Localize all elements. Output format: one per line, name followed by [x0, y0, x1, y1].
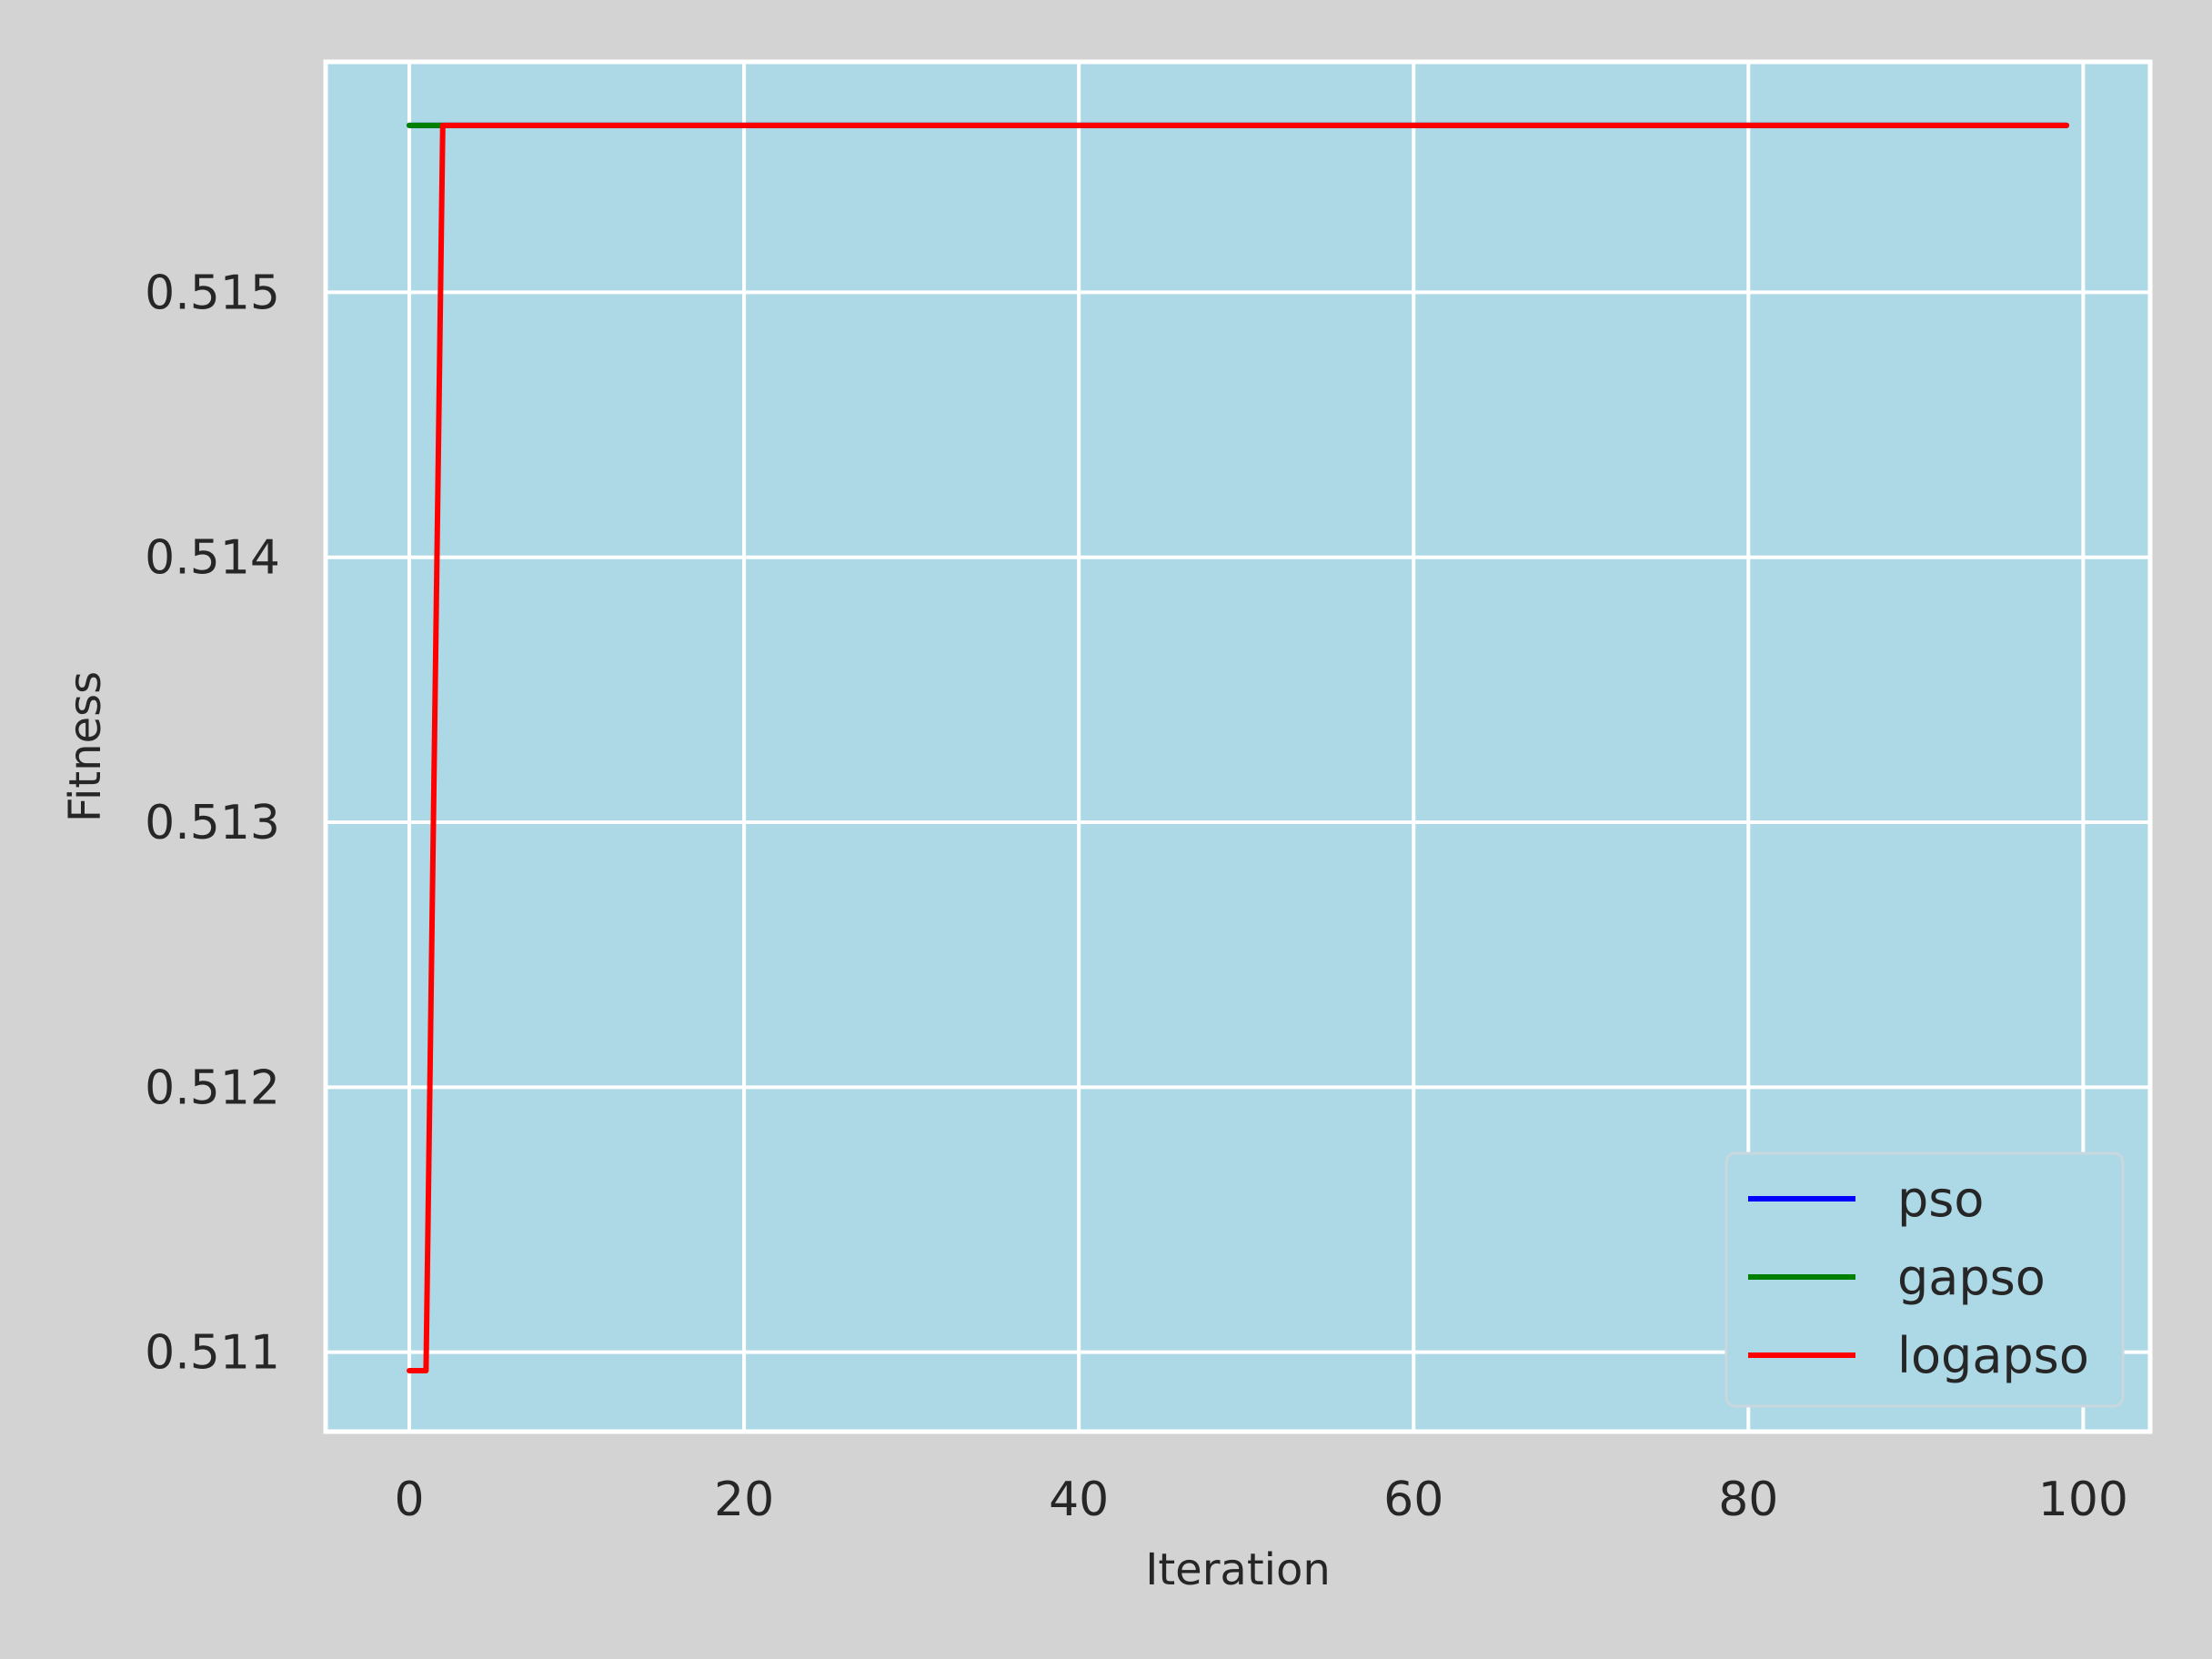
y-tick-label: 0.513 — [145, 796, 280, 850]
series-line-logapso — [407, 122, 2069, 1373]
y-tick-label: 0.512 — [145, 1061, 280, 1115]
y-tick-label: 0.511 — [145, 1326, 280, 1381]
y-axis-label: Fitness — [60, 671, 111, 822]
x-tick-label: 60 — [1383, 1473, 1443, 1527]
x-tick-label: 80 — [1718, 1473, 1778, 1527]
x-axis-label: Iteration — [1145, 1544, 1331, 1595]
x-tick-label: 40 — [1049, 1473, 1109, 1527]
x-tick-label: 100 — [2038, 1473, 2128, 1527]
x-tick-label: 20 — [714, 1473, 774, 1527]
y-tick-label: 0.515 — [145, 266, 280, 320]
legend-label-gapso: gapso — [1897, 1249, 2046, 1306]
legend-label-logapso: logapso — [1897, 1327, 2089, 1384]
x-tick-labels: 0 20 40 60 80 100 — [394, 1473, 2128, 1527]
y-tick-labels: 0.511 0.512 0.513 0.514 0.515 — [145, 266, 280, 1380]
y-tick-label: 0.514 — [145, 531, 280, 586]
x-tick-label: 0 — [394, 1473, 424, 1527]
legend: pso gapso logapso — [1724, 1151, 2125, 1408]
legend-label-pso: pso — [1897, 1171, 1984, 1228]
legend-box — [1724, 1151, 2125, 1408]
series-lines — [407, 122, 2069, 1373]
